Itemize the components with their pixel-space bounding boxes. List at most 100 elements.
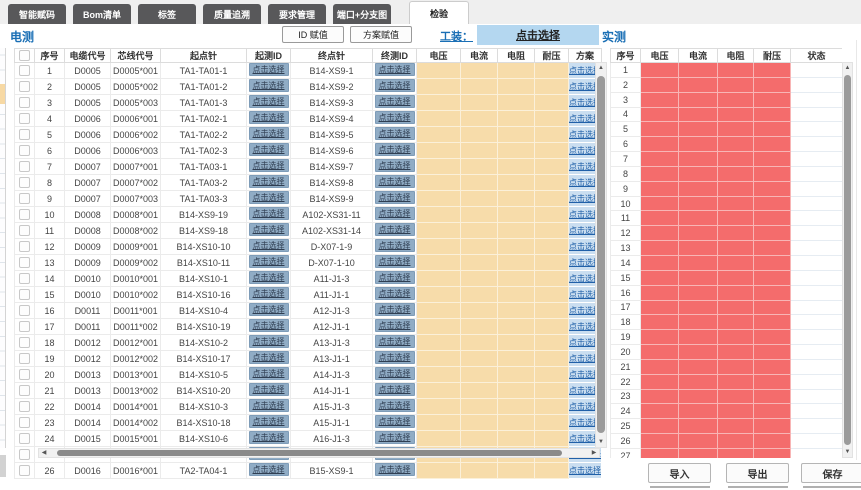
end-measure-id-select-button[interactable]: 点击选择 <box>374 191 415 204</box>
start-measure-id-select-button[interactable]: 点击选择 <box>248 143 289 156</box>
plan-select-link[interactable]: 点击选择 <box>569 402 601 411</box>
start-measure-id-select-button[interactable]: 点击选择 <box>248 431 289 444</box>
start-measure-id-select-button[interactable]: 点击选择 <box>248 127 289 140</box>
row-checkbox[interactable] <box>19 401 30 413</box>
row-checkbox[interactable] <box>19 65 30 77</box>
plan-select-link[interactable]: 点击选择 <box>569 242 601 251</box>
plan-select-link[interactable]: 点击选择 <box>569 178 601 187</box>
export-button[interactable]: 导出 <box>726 463 789 483</box>
scroll-down-icon[interactable]: ▼ <box>844 449 851 455</box>
plan-select-link[interactable]: 点击选择 <box>569 306 601 315</box>
end-measure-id-select-button[interactable]: 点击选择 <box>374 415 415 428</box>
row-checkbox[interactable] <box>19 209 30 221</box>
tab-quality-trace[interactable]: 质量追溯 <box>203 4 261 24</box>
row-checkbox[interactable] <box>19 465 30 477</box>
select-all-checkbox[interactable] <box>19 50 30 62</box>
end-measure-id-select-button[interactable]: 点击选择 <box>374 351 415 364</box>
end-measure-id-select-button[interactable]: 点击选择 <box>374 127 415 140</box>
tab-label[interactable]: 标签 <box>138 4 196 24</box>
end-measure-id-select-button[interactable]: 点击选择 <box>374 79 415 92</box>
row-checkbox[interactable] <box>19 97 30 109</box>
plan-select-link[interactable]: 点击选择 <box>569 194 601 203</box>
plan-select-link[interactable]: 点击选择 <box>569 66 601 75</box>
fixture-select-button[interactable]: 点击选择 <box>477 25 599 45</box>
plan-select-link[interactable]: 点击选择 <box>569 114 601 123</box>
row-checkbox[interactable] <box>19 113 30 125</box>
start-measure-id-select-button[interactable]: 点击选择 <box>248 383 289 396</box>
plan-select-link[interactable]: 点击选择 <box>569 82 601 91</box>
row-checkbox[interactable] <box>19 337 30 349</box>
plan-assign-button[interactable]: 方案赋值 <box>350 26 412 43</box>
row-checkbox[interactable] <box>19 417 30 429</box>
start-measure-id-select-button[interactable]: 点击选择 <box>248 191 289 204</box>
scroll-left-icon[interactable]: ◀ <box>41 450 47 456</box>
plan-select-link[interactable]: 点击选择 <box>569 466 601 475</box>
import-button[interactable]: 导入 <box>648 463 711 483</box>
start-measure-id-select-button[interactable]: 点击选择 <box>248 287 289 300</box>
plan-select-link[interactable]: 点击选择 <box>569 274 601 283</box>
end-measure-id-select-button[interactable]: 点击选择 <box>374 463 415 476</box>
tab-requirement-mgmt[interactable]: 要求管理 <box>268 4 326 24</box>
start-measure-id-select-button[interactable]: 点击选择 <box>248 207 289 220</box>
left-table-vertical-scrollbar[interactable]: ▲ ▼ <box>595 62 607 448</box>
plan-select-link[interactable]: 点击选择 <box>569 130 601 139</box>
start-measure-id-select-button[interactable]: 点击选择 <box>248 351 289 364</box>
plan-select-link[interactable]: 点击选择 <box>569 354 601 363</box>
row-checkbox[interactable] <box>19 321 30 333</box>
row-checkbox[interactable] <box>19 449 30 461</box>
row-checkbox[interactable] <box>19 433 30 445</box>
plan-select-link[interactable]: 点击选择 <box>569 386 601 395</box>
start-measure-id-select-button[interactable]: 点击选择 <box>248 111 289 124</box>
end-measure-id-select-button[interactable]: 点击选择 <box>374 399 415 412</box>
plan-select-link[interactable]: 点击选择 <box>569 338 601 347</box>
row-checkbox[interactable] <box>19 193 30 205</box>
start-measure-id-select-button[interactable]: 点击选择 <box>248 319 289 332</box>
start-measure-id-select-button[interactable]: 点击选择 <box>248 303 289 316</box>
plan-select-link[interactable]: 点击选择 <box>569 370 601 379</box>
scroll-up-icon[interactable]: ▲ <box>598 65 604 71</box>
plan-select-link[interactable]: 点击选择 <box>569 162 601 171</box>
end-measure-id-select-button[interactable]: 点击选择 <box>374 383 415 396</box>
start-measure-id-select-button[interactable]: 点击选择 <box>248 335 289 348</box>
start-measure-id-select-button[interactable]: 点击选择 <box>248 239 289 252</box>
end-measure-id-select-button[interactable]: 点击选择 <box>374 303 415 316</box>
row-checkbox[interactable] <box>19 385 30 397</box>
end-measure-id-select-button[interactable]: 点击选择 <box>374 431 415 444</box>
tab-smart-coding[interactable]: 智能赋码 <box>8 4 66 24</box>
start-measure-id-select-button[interactable]: 点击选择 <box>248 223 289 236</box>
scroll-down-icon[interactable]: ▼ <box>598 439 604 445</box>
end-measure-id-select-button[interactable]: 点击选择 <box>374 319 415 332</box>
end-measure-id-select-button[interactable]: 点击选择 <box>374 255 415 268</box>
row-checkbox[interactable] <box>19 145 30 157</box>
plan-select-link[interactable]: 点击选择 <box>569 322 601 331</box>
row-checkbox[interactable] <box>19 289 30 301</box>
start-measure-id-select-button[interactable]: 点击选择 <box>248 399 289 412</box>
save-button[interactable]: 保存 <box>801 463 861 483</box>
row-checkbox[interactable] <box>19 257 30 269</box>
plan-select-link[interactable]: 点击选择 <box>569 258 601 267</box>
row-checkbox[interactable] <box>19 129 30 141</box>
scrollbar-thumb[interactable] <box>57 450 562 456</box>
tab-inspection-active[interactable]: 检验 <box>409 1 469 24</box>
plan-select-link[interactable]: 点击选择 <box>569 146 601 155</box>
plan-select-link[interactable]: 点击选择 <box>569 226 601 235</box>
plan-select-link[interactable]: 点击选择 <box>569 98 601 107</box>
row-checkbox[interactable] <box>19 241 30 253</box>
start-measure-id-select-button[interactable]: 点击选择 <box>248 415 289 428</box>
end-measure-id-select-button[interactable]: 点击选择 <box>374 111 415 124</box>
row-checkbox[interactable] <box>19 305 30 317</box>
end-measure-id-select-button[interactable]: 点击选择 <box>374 287 415 300</box>
scroll-up-icon[interactable]: ▲ <box>844 65 851 71</box>
plan-select-link[interactable]: 点击选择 <box>569 418 601 427</box>
row-checkbox[interactable] <box>19 225 30 237</box>
end-measure-id-select-button[interactable]: 点击选择 <box>374 159 415 172</box>
id-assign-button[interactable]: ID 赋值 <box>282 26 344 43</box>
plan-select-link[interactable]: 点击选择 <box>569 434 601 443</box>
end-measure-id-select-button[interactable]: 点击选择 <box>374 367 415 380</box>
end-measure-id-select-button[interactable]: 点击选择 <box>374 175 415 188</box>
end-measure-id-select-button[interactable]: 点击选择 <box>374 143 415 156</box>
end-measure-id-select-button[interactable]: 点击选择 <box>374 239 415 252</box>
start-measure-id-select-button[interactable]: 点击选择 <box>248 271 289 284</box>
tab-port-branch-diagram[interactable]: 端口+分支图 <box>333 4 391 24</box>
end-measure-id-select-button[interactable]: 点击选择 <box>374 207 415 220</box>
